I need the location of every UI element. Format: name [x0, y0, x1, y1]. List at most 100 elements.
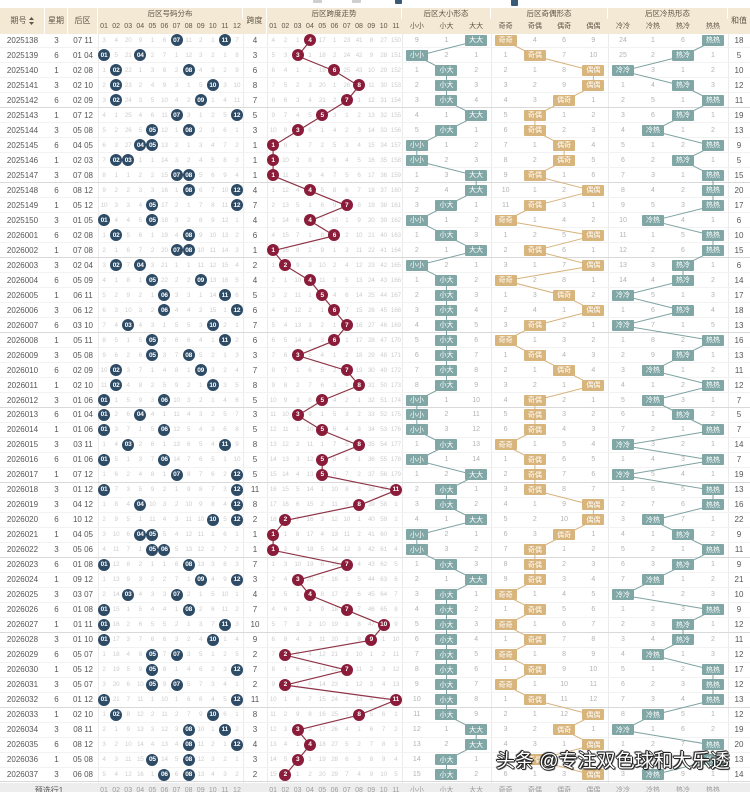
size-pattern-cell: 14 — [402, 753, 432, 767]
back-number-1: 01 — [73, 485, 82, 494]
span-trend-cell: 43 — [377, 273, 389, 287]
odd-even-pattern-cell: 1 — [520, 498, 549, 512]
preselect-option-size[interactable]: 大大 — [461, 783, 491, 792]
preselect-option-dist[interactable]: 02 — [110, 783, 122, 792]
distribution-cell: 11 — [218, 34, 231, 48]
distribution-cell: 7 — [195, 198, 207, 212]
column-label-size: 大大 — [461, 19, 491, 34]
preselect-option-trend[interactable]: 08 — [353, 783, 365, 792]
preselect-option-trend[interactable]: 06 — [328, 783, 340, 792]
span-trend-cell: 28 — [365, 333, 377, 347]
distribution-cell: 9 — [98, 183, 110, 197]
size-pattern-cell: 小大 — [432, 693, 462, 707]
preselect-option-dist[interactable]: 01 — [98, 783, 110, 792]
preselect-option-dist[interactable]: 04 — [134, 783, 146, 792]
preselect-option-trend[interactable]: 04 — [304, 783, 316, 792]
preselect-option-trend[interactable]: 09 — [365, 783, 377, 792]
preselect-option-oe[interactable]: 奇偶 — [520, 783, 549, 792]
column-header-period[interactable]: 期号 — [0, 8, 45, 34]
weekday-cell: 1 — [45, 153, 68, 167]
span-trend-cell: 7 — [292, 513, 304, 527]
span-trend-cell: 26 — [328, 723, 340, 737]
toolbar-checkbox-fragment[interactable] — [511, 0, 518, 6]
toolbar-checkbox-fragment[interactable] — [395, 0, 402, 4]
preselect-option-oe[interactable]: 奇奇 — [491, 783, 520, 792]
odd-even-pattern-badge: 偶奇 — [553, 154, 576, 166]
preselect-option-dist[interactable]: 03 — [122, 783, 134, 792]
span-trend-cell: 64 — [377, 588, 389, 602]
span-trend-cell: 11 — [292, 288, 304, 302]
odd-even-pattern-cell: 1 — [579, 318, 608, 332]
preselect-option-trend[interactable]: 01 — [267, 783, 279, 792]
span-trend-cell: 2 — [304, 243, 316, 257]
distribution-cell: 4 — [195, 423, 207, 437]
preselect-option-ch[interactable]: 热热 — [698, 783, 728, 792]
distribution-cell: 1 — [98, 468, 110, 482]
span-trend-cell: 9 — [365, 48, 377, 62]
preselect-option-trend[interactable]: 02 — [279, 783, 291, 792]
span-trend-cell: 7 — [353, 183, 365, 197]
cold-hot-pattern-cell: 冷热 — [638, 573, 668, 587]
distribution-cell: 1 — [110, 393, 122, 407]
back-number-ball: 08 — [182, 753, 195, 766]
distribution-cell: 4 — [122, 498, 134, 512]
preselect-option-dist[interactable]: 12 — [231, 783, 243, 792]
span-trend-cell: 8 — [279, 633, 291, 647]
back-numbers-cell: 05 08 — [68, 348, 98, 362]
size-pattern-cell: 小小 — [402, 393, 432, 407]
preselect-option-dist[interactable]: 06 — [158, 783, 170, 792]
preselect-option-dist[interactable]: 08 — [183, 783, 195, 792]
size-pattern-cell: 1 — [402, 438, 432, 452]
preselect-option-trend[interactable]: 03 — [292, 783, 304, 792]
preselect-option-trend[interactable]: 11 — [390, 783, 402, 792]
odd-even-pattern-cell: 2 — [520, 378, 549, 392]
span-trend-cell: 4 — [267, 303, 279, 317]
cold-hot-pattern-cell: 1 — [698, 438, 728, 452]
period-cell: 2025145 — [0, 138, 45, 152]
preselect-option-ch[interactable]: 冷热 — [638, 783, 668, 792]
span-trend-cell: 1 — [304, 753, 316, 767]
table-row: 2026023 6 01 08 01 12 8 2 1 1 6 08 13 3 8 3 7 1 3 10 19 6 15 7… — [0, 558, 750, 573]
span-trend-cell: 166 — [390, 273, 402, 287]
preselect-option-trend[interactable]: 10 — [377, 783, 389, 792]
size-pattern-cell: 3 — [461, 78, 491, 92]
size-pattern-cell: 3 — [402, 93, 432, 107]
preselect-option-dist[interactable]: 09 — [195, 783, 207, 792]
back-number-ball: 05 — [146, 139, 159, 152]
span-trend-cell: 15 — [304, 498, 316, 512]
preselect-option-dist[interactable]: 05 — [146, 783, 158, 792]
preselect-option-ch[interactable]: 冷冷 — [608, 783, 638, 792]
preselect-option-dist[interactable]: 10 — [207, 783, 219, 792]
size-pattern-cell: 8 — [402, 378, 432, 392]
preselect-option-dist[interactable]: 11 — [219, 783, 231, 792]
period-cell: 2026025 — [0, 588, 45, 602]
distribution-cell: 9 — [195, 708, 207, 722]
preselect-option-ch[interactable]: 热冷 — [668, 783, 698, 792]
toolbar-button-fragment[interactable] — [352, 0, 361, 3]
span-ball: 11 — [389, 483, 402, 496]
size-pattern-cell: 9 — [461, 708, 491, 722]
cold-hot-pattern-cell: 7 — [638, 318, 668, 332]
cold-hot-pattern-cell: 冷冷 — [608, 468, 638, 482]
span-trend-cell: 1 — [304, 48, 316, 62]
size-pattern-cell: 7 — [461, 348, 491, 362]
preselect-option-dist[interactable]: 07 — [171, 783, 183, 792]
distribution-cell: 5 — [219, 513, 231, 527]
span-ball: 8 — [353, 379, 366, 392]
preselect-option-size[interactable]: 小小 — [402, 783, 432, 792]
preselect-option-oe[interactable]: 偶奇 — [550, 783, 579, 792]
odd-even-pattern-cell: 1 — [491, 348, 520, 362]
sort-icon[interactable] — [28, 16, 34, 25]
preselect-option-trend[interactable]: 05 — [316, 783, 328, 792]
preselect-option-trend[interactable]: 07 — [341, 783, 353, 792]
span-cell: 7 — [243, 603, 267, 617]
distribution-cell: 4 — [98, 108, 110, 122]
preselect-option-oe[interactable]: 偶偶 — [579, 783, 608, 792]
distribution-cell: 7 — [183, 708, 195, 722]
toolbar-button-fragment[interactable] — [313, 0, 322, 3]
span-trend-cell: 15 — [365, 138, 377, 152]
preselect-option-size[interactable]: 小大 — [432, 783, 462, 792]
span-trend-cell: 5 — [328, 138, 340, 152]
odd-even-pattern-cell: 9 — [579, 648, 608, 662]
distribution-cell: 08 — [182, 168, 195, 182]
